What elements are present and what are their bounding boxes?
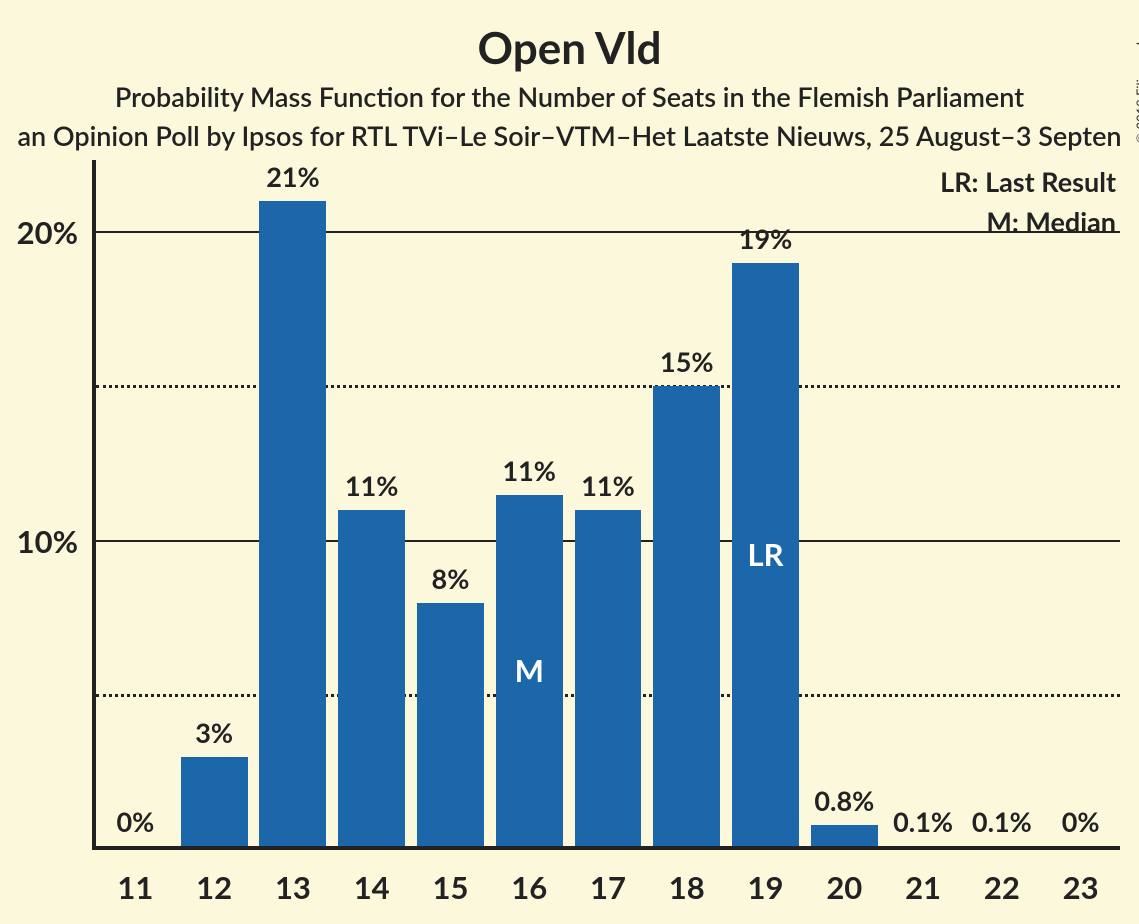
bar-value-label: 21% xyxy=(266,160,319,193)
bar-value-label: 3% xyxy=(195,716,233,749)
bar-value-label: 11% xyxy=(345,469,398,502)
x-tick-label: 22 xyxy=(984,868,1020,906)
bar-value-label: 0% xyxy=(116,805,154,838)
chart-subtitle-2: an Opinion Poll by Ipsos for RTL TVi–Le … xyxy=(0,119,1139,152)
x-tick-label: 12 xyxy=(196,868,232,906)
plot-area: 10%20%0%113%1221%1311%148%1511%M1611%171… xyxy=(92,170,1120,850)
y-tick-label: 20% xyxy=(17,213,78,251)
x-tick-label: 14 xyxy=(354,868,390,906)
y-tick-label: 10% xyxy=(17,522,78,560)
bar xyxy=(575,510,642,846)
chart-subtitle-1: Probability Mass Function for the Number… xyxy=(0,80,1139,113)
bar-value-label: 0% xyxy=(1062,805,1100,838)
x-tick-label: 16 xyxy=(511,868,547,906)
x-tick-label: 13 xyxy=(275,868,311,906)
bar-value-label: 11% xyxy=(502,454,555,487)
y-axis-line xyxy=(92,160,96,850)
bar xyxy=(811,825,878,846)
gridline-minor xyxy=(96,385,1120,388)
copyright-text: © 2018 Filip van Laenen xyxy=(1134,4,1139,144)
x-tick-label: 20 xyxy=(826,868,862,906)
x-axis-line xyxy=(92,846,1120,850)
bar-value-label: 19% xyxy=(739,222,792,255)
x-tick-label: 18 xyxy=(669,868,705,906)
bar-value-label: 8% xyxy=(432,562,470,595)
bar-value-label: 0.8% xyxy=(814,784,874,817)
x-tick-label: 17 xyxy=(590,868,626,906)
bar xyxy=(417,603,484,846)
gridline-major xyxy=(96,231,1120,233)
chart-title: Open Vld xyxy=(0,22,1139,74)
bar xyxy=(259,201,326,846)
bar-value-label: 15% xyxy=(660,345,713,378)
x-tick-label: 21 xyxy=(905,868,941,906)
x-tick-label: 11 xyxy=(117,868,153,906)
x-tick-label: 19 xyxy=(748,868,784,906)
x-tick-label: 15 xyxy=(432,868,468,906)
bar-value-label: 0.1% xyxy=(893,805,953,838)
x-tick-label: 23 xyxy=(1063,868,1099,906)
bar xyxy=(181,757,248,846)
bar xyxy=(653,386,720,846)
bar-value-label: 0.1% xyxy=(972,805,1032,838)
median-marker: M xyxy=(515,651,544,689)
chart-stage: Open Vld Probability Mass Function for t… xyxy=(0,0,1139,924)
bar xyxy=(338,510,405,846)
last-result-marker: LR xyxy=(748,535,784,573)
bar-value-label: 11% xyxy=(581,469,634,502)
